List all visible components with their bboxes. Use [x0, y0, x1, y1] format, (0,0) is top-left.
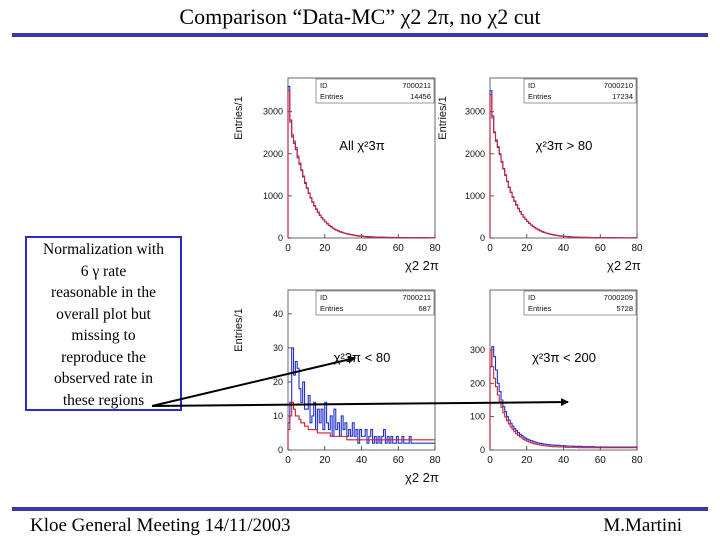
- series-line-data: [287, 347, 435, 450]
- series-line-mc: [287, 401, 435, 450]
- x-tick-label: 60: [595, 455, 607, 466]
- x-tick-label: 20: [319, 243, 331, 254]
- x-tick-label: 40: [558, 455, 570, 466]
- x-tick-label: 60: [393, 243, 405, 254]
- y-tick-label: 1000: [263, 191, 283, 201]
- stats-entries-value: 5728: [616, 304, 633, 313]
- stats-id-value: 7000211: [402, 293, 431, 302]
- x-tick-label: 0: [487, 455, 493, 466]
- y-tick-label: 20: [273, 377, 283, 387]
- y-tick-label: 100: [470, 412, 485, 422]
- series-line-data: [287, 85, 435, 239]
- stats-box: ID 7000210 Entries 17234: [523, 78, 637, 104]
- histogram-panel-tl: 0 20 40 60 80 0 1000 2000 3000 Entries/1 χ2 2π ID 70…: [233, 77, 441, 273]
- y-tick-label: 0: [278, 233, 283, 243]
- x-tick-label: 40: [356, 243, 368, 254]
- stats-entries-label: Entries: [320, 304, 344, 313]
- series-line-mc: [489, 94, 637, 239]
- stats-id-label: ID: [320, 293, 328, 302]
- footer-meeting: Kloe General Meeting 14/11/2003: [30, 515, 291, 536]
- x-tick-label: 0: [285, 243, 291, 254]
- stats-id-value: 7000210: [604, 81, 633, 90]
- footer-rule: [12, 507, 708, 511]
- x-tick-label: 60: [595, 243, 607, 254]
- x-tick-label: 0: [285, 455, 291, 466]
- x-tick-label: 80: [429, 243, 441, 254]
- series-line-mc: [287, 90, 435, 239]
- y-tick-label: 2000: [263, 149, 283, 159]
- stats-box: ID 7000211 Entries 687: [315, 290, 435, 316]
- stats-box: ID 7000211 Entries 14456: [315, 78, 435, 104]
- series-line-data: [489, 90, 637, 239]
- y-axis-title: Entries/1: [437, 96, 449, 139]
- panel-annotation: χ²3π > 80: [536, 138, 593, 153]
- y-tick-label: 3000: [263, 107, 283, 117]
- note-line: Normalization with: [43, 241, 164, 258]
- stats-box-frame: [523, 290, 637, 316]
- stats-id-label: ID: [320, 81, 328, 90]
- stats-entries-value: 17234: [612, 92, 633, 101]
- note-line: observed rate in: [54, 370, 153, 387]
- x-tick-label: 20: [521, 455, 533, 466]
- x-tick-label: 60: [393, 455, 405, 466]
- y-tick-label: 1000: [465, 191, 485, 201]
- stats-entries-value: 14456: [410, 92, 431, 101]
- stats-entries-label: Entries: [320, 92, 344, 101]
- x-axis-title: χ2 2π: [405, 258, 439, 273]
- y-tick-label: 0: [480, 233, 485, 243]
- histogram-panel-br: 0 20 40 60 80 0 100 200 300 ID 7000209 Entries 5728 χ…: [470, 289, 643, 466]
- y-axis-title: Entries/1: [233, 96, 245, 139]
- stats-box: ID 7000209 Entries 5728: [523, 290, 637, 316]
- panel-annotation: All χ²3π: [339, 138, 384, 153]
- histogram-panel-tr: 0 20 40 60 80 0 1000 2000 3000 Entries/1 χ2 2π ID 70…: [437, 77, 643, 273]
- series-line-mc: [489, 349, 637, 450]
- note-line: overall plot but: [56, 305, 151, 323]
- x-tick-label: 80: [631, 243, 643, 254]
- panel-annotation: χ²3π < 200: [532, 350, 596, 365]
- stats-box-frame: [523, 78, 637, 104]
- x-tick-label: 20: [319, 455, 331, 466]
- x-axis-title: χ2 2π: [405, 470, 439, 485]
- series-line-data: [489, 346, 637, 450]
- y-tick-label: 0: [278, 445, 283, 455]
- panel-annotation: χ²3π < 80: [334, 350, 391, 365]
- x-tick-label: 80: [429, 455, 441, 466]
- histogram-panel-bl: 0 20 40 60 80 0 10 20 30 40 Entries/1 χ2 2π ID 700021…: [233, 289, 441, 485]
- y-tick-label: 30: [273, 343, 283, 353]
- note-line: 6 γ rate: [80, 262, 127, 280]
- y-axis-title: Entries/1: [233, 308, 245, 351]
- y-tick-label: 3000: [465, 107, 485, 117]
- y-tick-label: 2000: [465, 149, 485, 159]
- y-tick-label: 40: [273, 309, 283, 319]
- stats-entries-value: 687: [418, 304, 431, 313]
- note-line: these regions: [62, 391, 145, 409]
- stats-id-value: 7000211: [402, 81, 431, 90]
- note-line: reproduce the: [61, 348, 146, 366]
- x-axis-title: χ2 2π: [607, 258, 641, 273]
- x-tick-label: 0: [487, 243, 493, 254]
- stats-entries-label: Entries: [528, 304, 552, 313]
- stats-id-label: ID: [528, 81, 536, 90]
- y-tick-label: 10: [273, 411, 283, 421]
- stats-entries-label: Entries: [528, 92, 552, 101]
- y-tick-label: 200: [470, 378, 485, 388]
- stats-box-frame: [315, 78, 435, 104]
- footer-author: M.Martini: [603, 515, 682, 536]
- x-tick-label: 80: [631, 455, 643, 466]
- normalization-note: Normalization with 6 γ rate reasonable i…: [25, 236, 182, 411]
- x-tick-label: 20: [521, 243, 533, 254]
- title-rule: [12, 33, 708, 37]
- x-tick-label: 40: [356, 455, 368, 466]
- y-tick-label: 300: [470, 345, 485, 355]
- y-tick-label: 0: [480, 445, 485, 455]
- stats-id-value: 7000209: [604, 293, 633, 302]
- note-line: missing to: [71, 327, 136, 344]
- page-title: Comparison “Data-MC” χ2 2π, no χ2 cut: [179, 4, 541, 29]
- note-line: reasonable in the: [50, 284, 156, 301]
- stats-id-label: ID: [528, 293, 536, 302]
- x-tick-label: 40: [558, 243, 570, 254]
- stats-box-frame: [315, 290, 435, 316]
